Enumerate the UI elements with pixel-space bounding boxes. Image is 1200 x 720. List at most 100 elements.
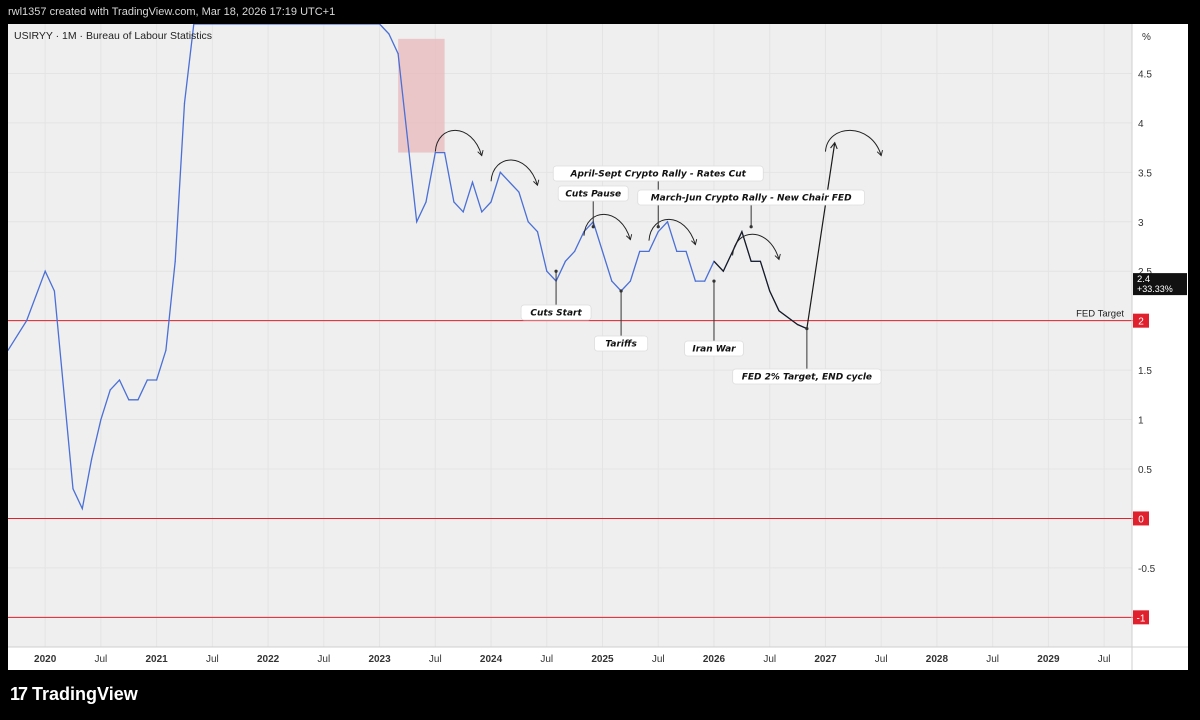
- x-tick-label: Jul: [875, 654, 888, 665]
- price-label-box: [1133, 313, 1149, 328]
- annotation-box: [732, 368, 882, 385]
- data-point: [8, 349, 9, 351]
- data-point: [128, 399, 130, 401]
- price-label: 2: [1138, 317, 1144, 328]
- annotation-label: Cuts Pause: [565, 190, 621, 200]
- data-point: [499, 171, 501, 173]
- data-point: [704, 280, 706, 282]
- trend-arc: [648, 218, 698, 246]
- y-tick-label: -0.5: [1138, 564, 1156, 575]
- data-point: [453, 201, 455, 203]
- fed-target-label: FED Target: [1076, 309, 1124, 320]
- data-point: [629, 280, 631, 282]
- data-point: [527, 221, 529, 223]
- data-point: [100, 418, 102, 421]
- x-tick-label: 2026: [703, 654, 726, 665]
- last-value-change: +33.33%: [1137, 284, 1173, 294]
- x-tick-label: Jul: [94, 654, 107, 665]
- annotation-anchor: [656, 225, 660, 229]
- x-tick-label: 2021: [146, 654, 169, 665]
- annotation-label: FED 2% Target, END cycle: [742, 373, 872, 383]
- projection-arrow: [806, 141, 838, 329]
- x-tick-label: Jul: [429, 654, 442, 665]
- x-tick-label: 2023: [368, 654, 391, 665]
- brand-name: TradingView: [32, 684, 138, 704]
- data-point: [462, 211, 464, 213]
- data-point: [81, 507, 83, 510]
- data-point: [174, 260, 176, 262]
- data-point: [434, 151, 436, 154]
- data-point: [91, 458, 93, 460]
- forecast-path: [713, 230, 808, 330]
- annotation-box: [684, 340, 744, 357]
- data-point: [388, 33, 390, 35]
- annotation-label: Cuts Start: [530, 309, 582, 319]
- data-point: [146, 379, 148, 381]
- price-label-box: [1133, 610, 1149, 625]
- data-point: [685, 250, 687, 253]
- x-tick-label: 2022: [257, 654, 280, 665]
- annotation-label: April-Sept Crypto Rally - Rates Cut: [570, 170, 747, 180]
- trend-arc: [732, 233, 781, 261]
- data-point: [72, 488, 74, 490]
- y-axis-unit: %: [1142, 32, 1151, 43]
- x-tick-label: 2028: [926, 654, 949, 665]
- plot-area[interactable]: [8, 24, 1132, 647]
- data-point: [118, 379, 121, 381]
- x-tick-label: Jul: [652, 654, 665, 665]
- data-point: [648, 250, 650, 253]
- trend-arc: [434, 129, 484, 157]
- price-label: 0: [1138, 514, 1144, 525]
- y-tick-label: 0.5: [1138, 465, 1152, 476]
- data-point: [574, 250, 576, 253]
- data-point: [156, 379, 158, 381]
- data-point: [416, 221, 418, 223]
- x-tick-label: 2029: [1037, 654, 1060, 665]
- highlight-box: [398, 38, 445, 153]
- data-point: [471, 181, 474, 183]
- annotation-label: Tariffs: [605, 340, 637, 350]
- data-point: [481, 211, 483, 213]
- data-point: [165, 349, 167, 351]
- price-label: -1: [1137, 613, 1146, 624]
- data-point: [611, 280, 613, 282]
- symbol-legend: USIRYY · 1M · Bureau of Labour Statistic…: [14, 30, 213, 42]
- data-point: [639, 250, 641, 253]
- x-tick-label: Jul: [763, 654, 776, 665]
- x-tick-label: 2024: [480, 654, 503, 665]
- x-tick-label: 2025: [591, 654, 614, 665]
- data-point: [137, 399, 139, 401]
- data-point: [694, 280, 697, 282]
- y-tick-label: 3.5: [1138, 168, 1152, 179]
- trend-arc: [490, 159, 540, 187]
- data-point: [490, 201, 492, 203]
- data-point: [425, 201, 427, 203]
- data-point: [564, 260, 566, 262]
- annotation-box: [594, 335, 649, 352]
- data-point: [378, 24, 381, 25]
- data-point: [657, 231, 659, 233]
- data-point: [518, 191, 520, 193]
- y-tick-label: 1.5: [1138, 366, 1152, 377]
- annotation-anchor: [749, 225, 753, 229]
- y-tick-label: 2.5: [1138, 267, 1152, 278]
- data-point: [536, 231, 539, 233]
- last-value: 2.4: [1137, 274, 1150, 285]
- x-tick-label: Jul: [206, 654, 219, 665]
- annotation-label: Iran War: [692, 345, 736, 355]
- last-value-badge: [1133, 273, 1187, 296]
- annotation-box: [557, 185, 629, 202]
- tradingview-logo: 17 TradingView: [10, 684, 138, 705]
- data-point: [676, 250, 678, 253]
- annotation-box: [637, 189, 865, 206]
- data-point: [25, 320, 28, 322]
- annotation-label: March-Jun Crypto Rally - New Chair FED: [651, 194, 852, 204]
- annotation-box: [520, 304, 592, 321]
- x-tick-label: Jul: [986, 654, 999, 665]
- data-point: [44, 270, 46, 272]
- annotation-anchor: [805, 326, 809, 331]
- data-point: [53, 290, 56, 292]
- chart-header: rwl1357 created with TradingView.com, Ma…: [8, 6, 336, 18]
- data-point: [193, 24, 195, 25]
